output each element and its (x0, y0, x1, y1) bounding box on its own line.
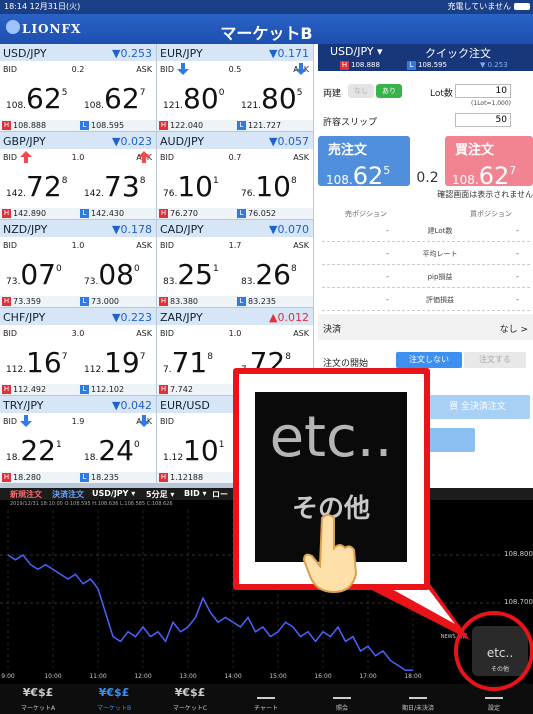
highlight-circle (456, 613, 532, 689)
callout-pointer (0, 0, 533, 714)
hand (304, 515, 356, 592)
screen: 18:14 12月31日(火)充電していませんLIONFXマーケットBUSD/J… (0, 0, 533, 714)
hand-icon (300, 512, 360, 596)
callout-text: etc.. (255, 405, 407, 470)
